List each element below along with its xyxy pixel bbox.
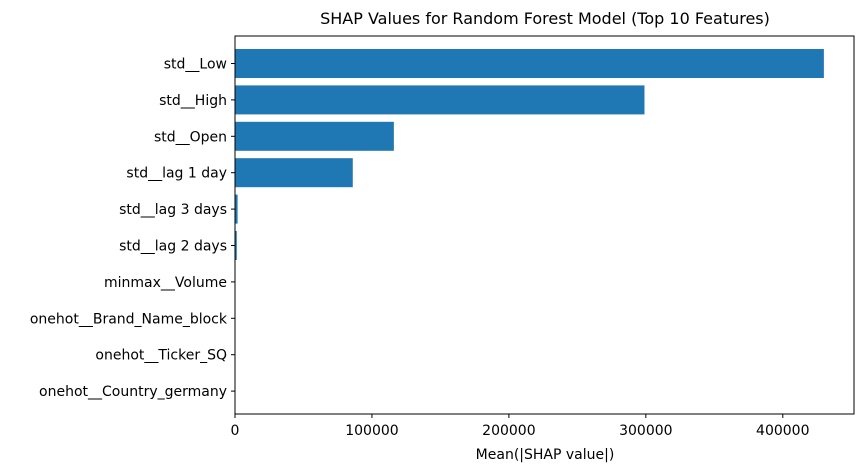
x-ticks: 0 100000 200000 300000 400000 (231, 414, 810, 439)
y-tick-label: std__High (159, 93, 227, 109)
y-tick-label: std__Low (164, 57, 227, 73)
y-tick-label: std__lag 2 days (119, 239, 227, 255)
y-tick-labels: std__Low std__High std__Open std__lag 1 day… (30, 57, 235, 400)
x-tick-label: 400000 (756, 423, 809, 439)
bar-2 (235, 121, 394, 151)
plot-frame (234, 35, 855, 415)
bar-5 (235, 231, 237, 260)
bar-0 (235, 49, 824, 78)
y-tick-label: onehot__Ticker_SQ (95, 348, 227, 364)
x-tick-label: 200000 (482, 423, 535, 439)
bars-group (235, 49, 824, 406)
y-tick-label: onehot__Brand_Name_block (30, 311, 228, 327)
y-tick-label: std__Open (154, 129, 227, 145)
x-tick-label: 0 (231, 423, 240, 439)
bar-3 (235, 158, 353, 188)
y-tick-label: std__lag 1 day (126, 166, 227, 182)
y-tick-label: std__lag 3 days (119, 202, 227, 218)
y-tick-label: onehot__Country_germany (39, 384, 227, 400)
x-tick-label: 100000 (345, 423, 398, 439)
chart-title: SHAP Values for Random Forest Model (Top… (320, 9, 770, 28)
x-axis-label: Mean(|SHAP value|) (476, 447, 615, 463)
bar-1 (235, 85, 645, 115)
x-tick-label: 300000 (619, 423, 672, 439)
bar-4 (235, 194, 238, 224)
y-tick-label: minmax__Volume (104, 275, 227, 291)
